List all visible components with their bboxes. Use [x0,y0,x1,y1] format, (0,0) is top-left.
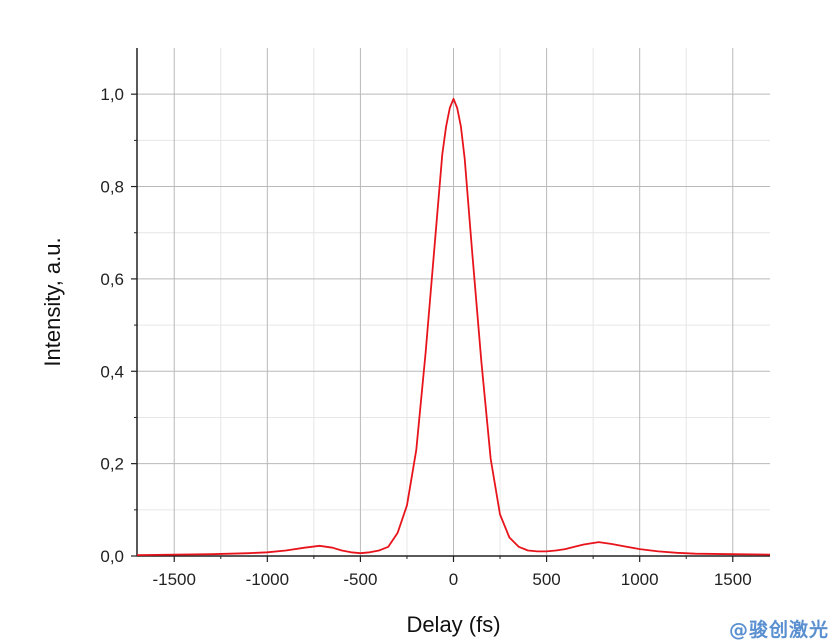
axes [131,48,770,562]
x-tick-label: 1000 [621,570,659,589]
grid [137,48,770,556]
y-tick-label: 0,6 [100,270,124,289]
y-axis-title: Intensity, a.u. [40,237,65,366]
tick-labels: -1500 -1000 -500 0 500 1000 1500 0,0 0,2 0,4 0,6 0,… [100,85,751,589]
y-tick-label: 0,8 [100,178,124,197]
x-tick-label: 0 [449,570,458,589]
x-tick-label: 500 [532,570,560,589]
series-layer [136,97,771,556]
y-tick-label: 0,2 [100,455,124,474]
x-tick-label: -500 [343,570,377,589]
x-tick-label: -1000 [246,570,289,589]
x-axis-title: Delay (fs) [406,612,500,637]
x-tick-label: -1500 [152,570,195,589]
y-tick-label: 0,4 [100,362,124,381]
watermark-text: @骏创激光 [728,619,829,641]
y-tick-label: 0,0 [100,547,124,566]
series-line [136,97,771,556]
x-tick-label: 1500 [714,570,752,589]
y-tick-label: 1,0 [100,85,124,104]
